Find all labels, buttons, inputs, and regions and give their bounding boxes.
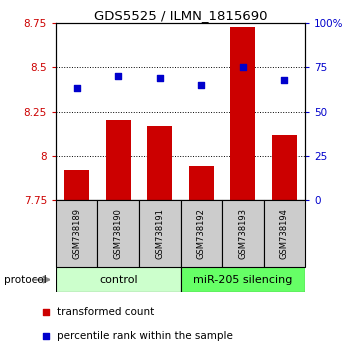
Bar bbox=[56, 200, 97, 267]
Bar bbox=[264, 200, 305, 267]
Title: GDS5525 / ILMN_1815690: GDS5525 / ILMN_1815690 bbox=[94, 9, 267, 22]
Bar bbox=[189, 166, 214, 200]
Text: control: control bbox=[99, 275, 138, 285]
Point bbox=[199, 82, 204, 88]
Bar bbox=[272, 135, 297, 200]
Point bbox=[43, 333, 49, 338]
Text: GSM738189: GSM738189 bbox=[72, 208, 81, 259]
Text: GSM738194: GSM738194 bbox=[280, 208, 289, 259]
Bar bbox=[97, 200, 139, 267]
Text: GSM738192: GSM738192 bbox=[197, 208, 206, 259]
Bar bbox=[180, 267, 305, 292]
Point bbox=[282, 77, 287, 82]
Text: GSM738193: GSM738193 bbox=[238, 208, 247, 259]
Bar bbox=[56, 267, 180, 292]
Bar bbox=[64, 170, 89, 200]
Text: protocol: protocol bbox=[4, 275, 46, 285]
Point bbox=[240, 64, 245, 70]
Point bbox=[74, 86, 80, 91]
Text: miR-205 silencing: miR-205 silencing bbox=[193, 275, 292, 285]
Text: GSM738191: GSM738191 bbox=[155, 208, 164, 259]
Bar bbox=[147, 126, 172, 200]
Text: transformed count: transformed count bbox=[57, 307, 154, 317]
Text: GSM738190: GSM738190 bbox=[114, 208, 123, 259]
Point bbox=[43, 309, 49, 315]
Point bbox=[157, 75, 162, 81]
Bar bbox=[180, 200, 222, 267]
Bar bbox=[230, 27, 255, 200]
Bar bbox=[139, 200, 180, 267]
Bar bbox=[106, 120, 131, 200]
Bar bbox=[222, 200, 264, 267]
Point bbox=[116, 73, 121, 79]
Text: percentile rank within the sample: percentile rank within the sample bbox=[57, 331, 232, 341]
